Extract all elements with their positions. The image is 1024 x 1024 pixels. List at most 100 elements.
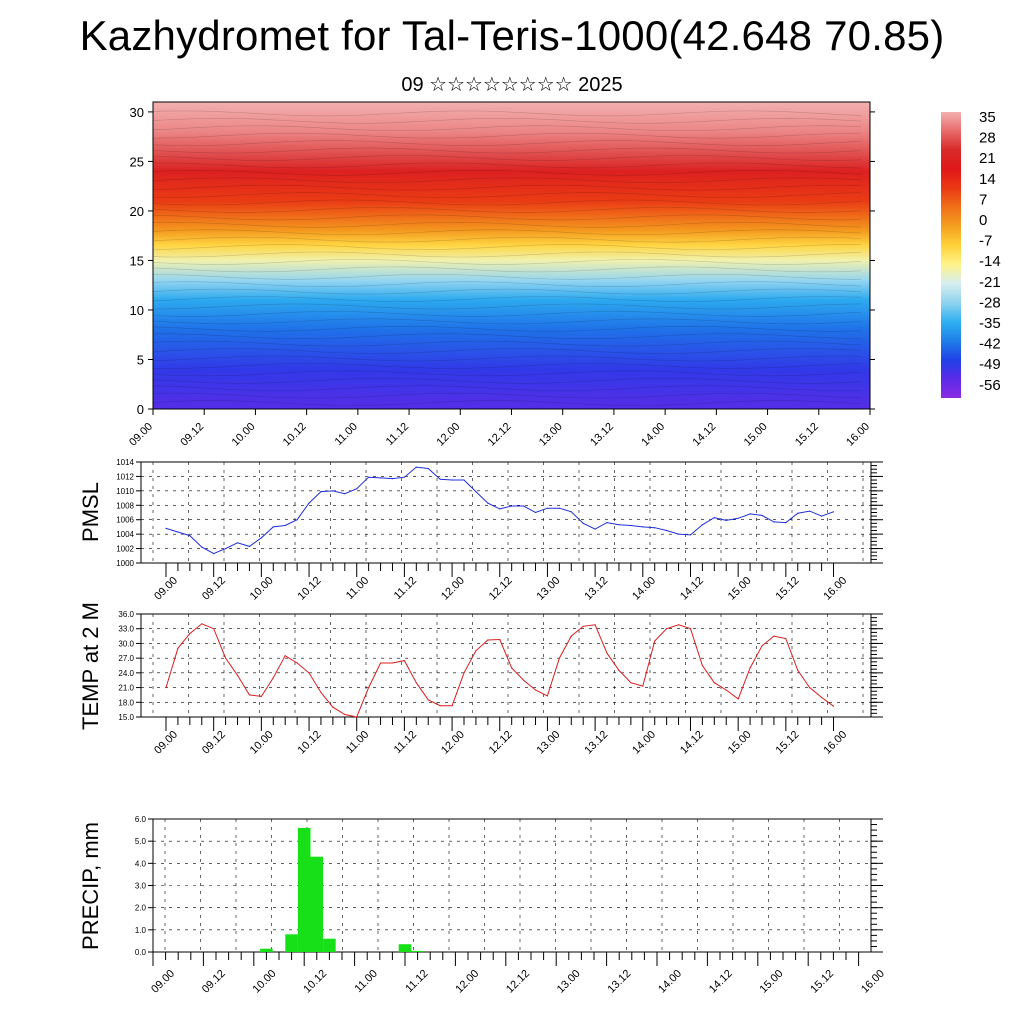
data-point xyxy=(678,624,680,626)
data-point xyxy=(225,657,227,659)
y-tick-label: 3.0 xyxy=(135,882,147,891)
data-point xyxy=(475,650,477,652)
data-point xyxy=(689,628,692,630)
data-point xyxy=(594,624,596,626)
data-point xyxy=(487,639,489,641)
data-point xyxy=(797,669,799,672)
data-point xyxy=(630,524,632,527)
data-point xyxy=(832,705,835,707)
contour-line xyxy=(152,400,862,406)
contour-line xyxy=(152,385,862,392)
precip-bar xyxy=(260,948,273,952)
data-point xyxy=(713,682,715,684)
data-point xyxy=(725,689,727,691)
x-tick-label: 15.00 xyxy=(758,968,786,996)
y-tick-label: 36.0 xyxy=(118,610,134,619)
x-tick-label: 10.00 xyxy=(251,968,279,996)
precip-bar xyxy=(323,938,336,952)
data-point xyxy=(236,674,239,676)
contour-line xyxy=(152,110,862,117)
contour-lines xyxy=(152,110,862,406)
contour-line xyxy=(152,363,862,369)
colorbar-label: -7 xyxy=(979,233,992,250)
data-point xyxy=(427,699,429,701)
data-point xyxy=(511,667,513,669)
y-tick-label: 1006 xyxy=(116,516,134,525)
y-tick-label: 1012 xyxy=(116,472,134,481)
contour-line xyxy=(152,117,862,124)
data-point xyxy=(654,527,656,529)
x-tick-label: 13.00 xyxy=(555,968,583,996)
data-point xyxy=(737,698,739,700)
data-point xyxy=(272,526,274,528)
data-point xyxy=(773,521,775,523)
x-tick-label: 09.00 xyxy=(149,968,177,996)
colorbar-label: -49 xyxy=(979,356,1001,373)
data-point xyxy=(713,517,715,519)
series-line xyxy=(165,466,835,555)
data-point xyxy=(654,640,656,642)
data-point xyxy=(320,691,322,694)
data-point xyxy=(797,512,799,514)
data-point xyxy=(177,531,179,533)
y-axis-label: PMSL xyxy=(78,482,103,542)
colorbar-label: 7 xyxy=(979,191,987,208)
y-tick-label: 18.0 xyxy=(118,698,134,707)
chart-title: Kazhydromet for Tal-Teris-1000(42.648 70… xyxy=(79,12,945,59)
precip-bar xyxy=(398,944,412,952)
y-tick-label: 10 xyxy=(130,303,144,318)
data-point xyxy=(451,705,453,707)
data-point xyxy=(523,505,525,507)
data-point xyxy=(701,524,704,526)
contour-line xyxy=(152,274,861,280)
precip-bar xyxy=(297,827,311,952)
contour-line xyxy=(152,147,862,154)
data-point xyxy=(594,528,596,530)
contour-line xyxy=(152,281,862,288)
data-point xyxy=(189,633,191,635)
data-point xyxy=(225,548,227,550)
data-point xyxy=(427,467,429,470)
data-point xyxy=(499,508,501,510)
data-point xyxy=(260,537,262,539)
data-point xyxy=(666,628,668,630)
y-tick-label: 2.0 xyxy=(135,904,147,913)
data-point xyxy=(725,519,727,522)
data-point xyxy=(165,527,167,530)
contour-line xyxy=(152,378,862,384)
contour-line xyxy=(152,199,862,206)
contour-line xyxy=(152,155,862,161)
contour-line xyxy=(152,296,862,302)
contour-line xyxy=(152,140,862,146)
x-tick-label: 14.12 xyxy=(707,968,735,996)
x-tick-label: 12.12 xyxy=(504,968,532,996)
y-tick-label: 20 xyxy=(130,204,144,219)
data-point xyxy=(284,655,286,657)
data-point xyxy=(201,623,203,625)
x-tick-label: 16.00 xyxy=(859,968,887,996)
precip-bar xyxy=(310,856,324,952)
contour-line xyxy=(152,326,862,332)
data-point xyxy=(701,664,704,667)
colorbar-label: -56 xyxy=(979,377,1001,394)
contour-line xyxy=(152,236,862,243)
data-point xyxy=(785,522,787,524)
profile-fill xyxy=(152,101,871,410)
data-point xyxy=(403,476,405,478)
data-point xyxy=(284,524,286,527)
data-point xyxy=(821,696,823,699)
y-axis-label: PRECIP, mm xyxy=(78,822,103,950)
data-point xyxy=(332,706,334,708)
data-point xyxy=(666,529,668,532)
y-tick-label: 30.0 xyxy=(118,639,134,648)
contour-line xyxy=(152,177,862,184)
data-point xyxy=(165,687,167,689)
y-tick-label: 24.0 xyxy=(118,669,134,678)
y-tick-label: 1014 xyxy=(116,458,134,467)
plot-frame xyxy=(140,461,872,564)
data-point xyxy=(773,635,775,637)
contour-line xyxy=(152,355,862,362)
data-point xyxy=(260,695,262,698)
